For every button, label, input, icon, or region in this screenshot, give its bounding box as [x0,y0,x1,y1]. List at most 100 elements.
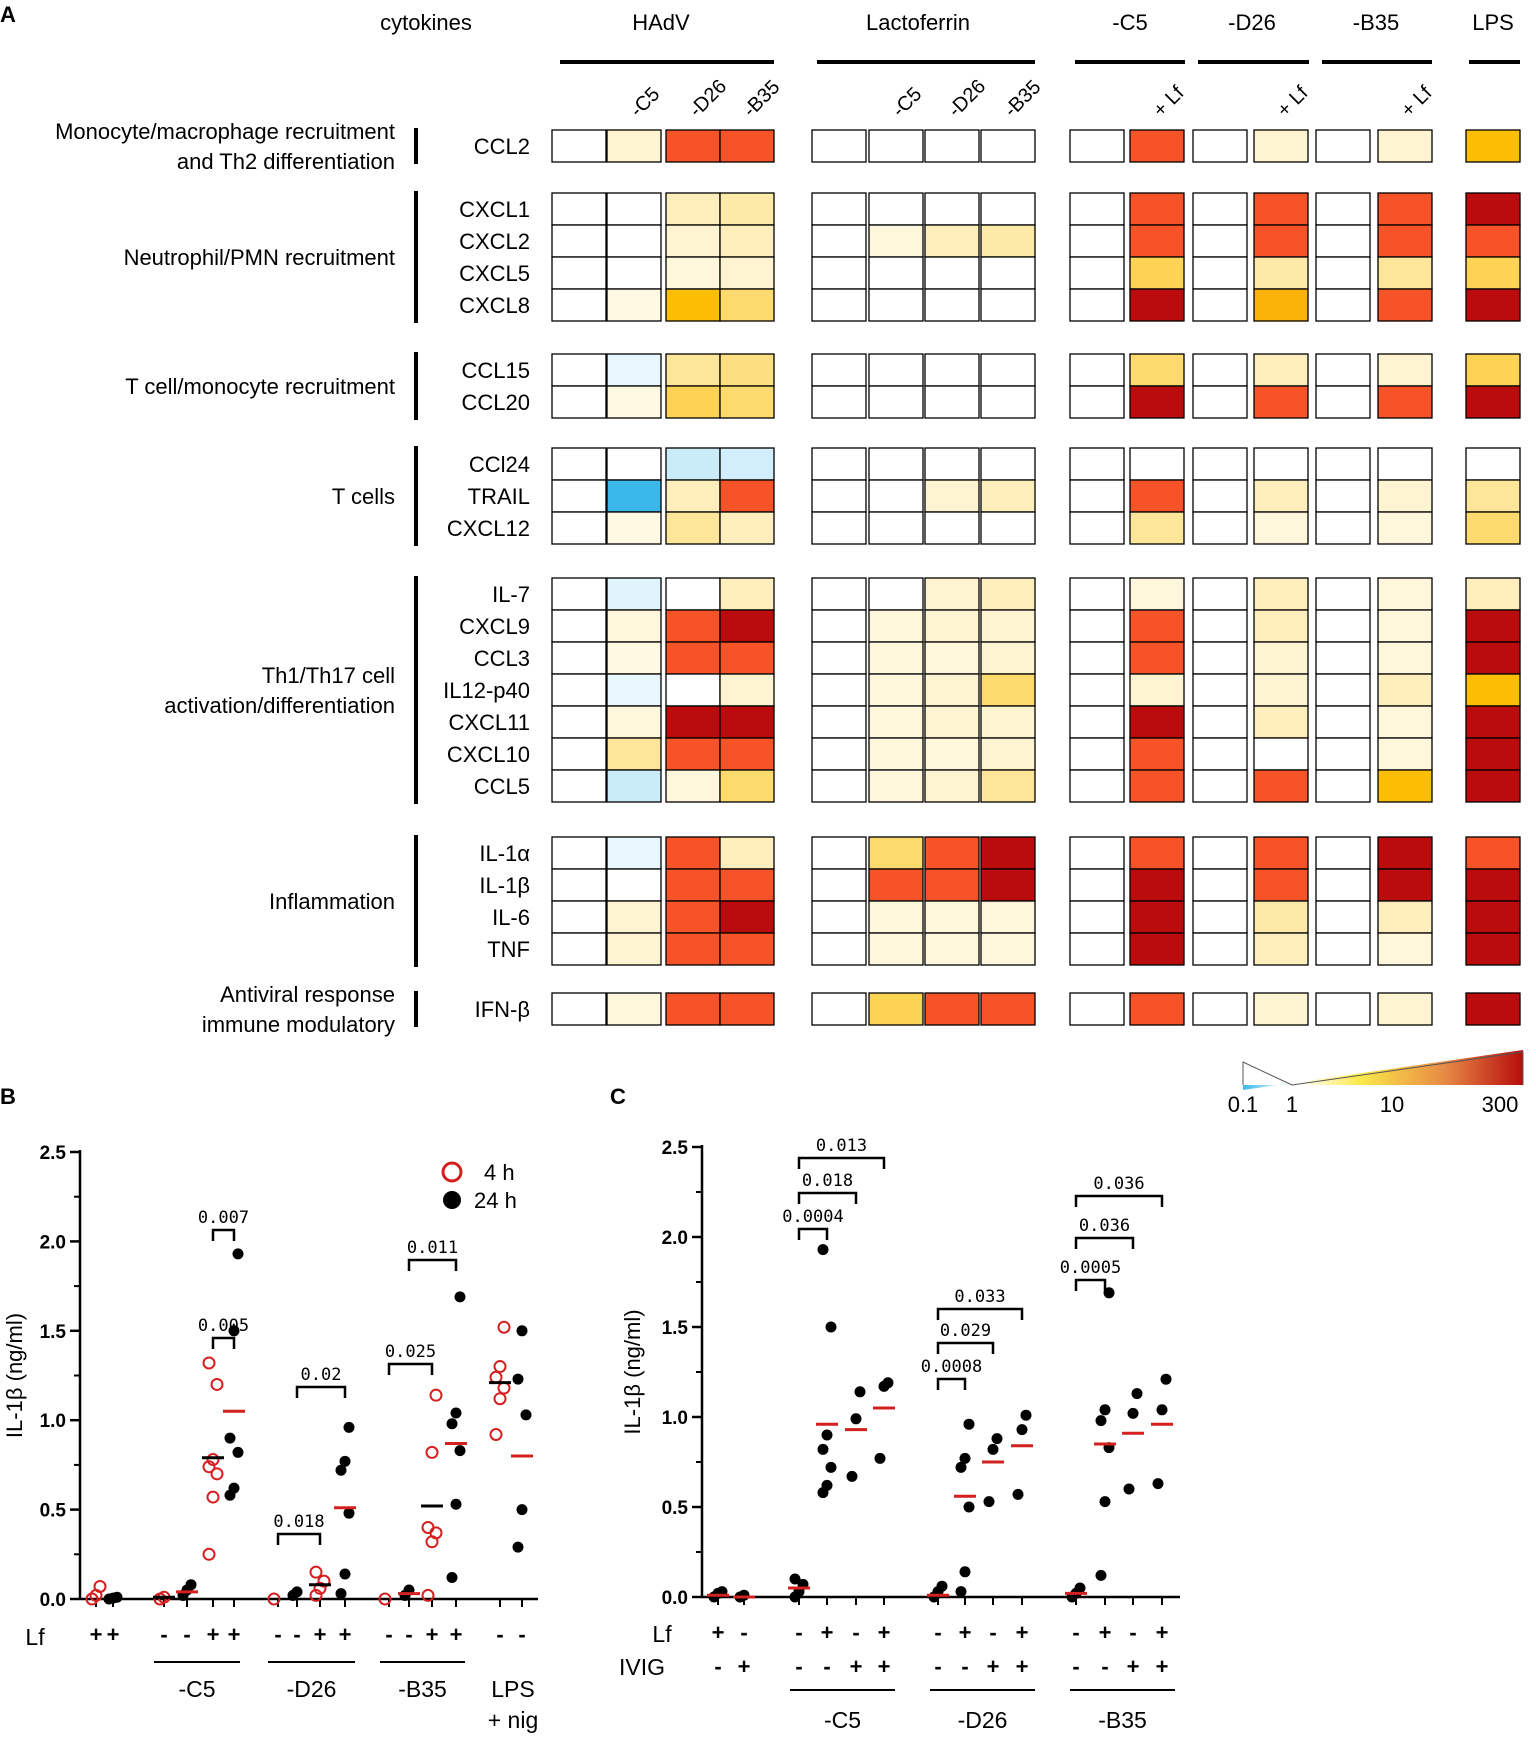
heatmap-cell [1377,737,1433,771]
heatmap-cell [719,385,775,419]
heatmap-cell [1069,288,1125,322]
heatmap-cell [1069,385,1125,419]
heatmap-cell [980,769,1036,803]
heatmap-cell [1129,224,1185,258]
heatmap-cell [1129,641,1185,675]
heatmap-cell [924,447,980,481]
heatmap-cell [665,511,721,545]
data-point [1099,1496,1111,1508]
heatmap-cell [811,705,867,739]
heatmap-cell [551,129,607,163]
heatmap-cell [1465,288,1521,322]
heatmap-cell [980,932,1036,966]
data-point [963,1418,975,1430]
column-subheader: -B35 [1000,76,1045,121]
heatmap-cell [868,577,924,611]
panel-b-scatter: B 0.0 0.5 1.0 1.5 2.0 2.5 IL-1β (ng/ml) 0.005 0.0… [0,1084,538,1733]
heatmap-cell [606,129,662,163]
heatmap-cell [1465,992,1521,1026]
data-point [1123,1483,1135,1495]
heatmap-cell [1377,609,1433,643]
heatmap-cell [1129,511,1185,545]
heatmap-cell [606,577,662,611]
data-point [817,1443,829,1455]
heatmap-cell [1129,705,1185,739]
lf-sign: + [90,1622,103,1647]
heatmap-cell [980,353,1036,387]
heatmap-cell [1315,256,1371,290]
group-label: + nig [488,1707,539,1733]
heatmap-cell [1465,224,1521,258]
heatmap-cell [1192,932,1248,966]
heatmap-cell [1192,479,1248,513]
heatmap-cell [719,129,775,163]
heatmap-cell [1377,900,1433,934]
heatmap-cell [1069,256,1125,290]
heatmap-cell [551,385,607,419]
heatmap-cell [1192,836,1248,870]
data-point [185,1579,197,1591]
lf-sign: - [183,1622,190,1647]
heatmap-cell [665,641,721,675]
group-header: -B35 [1353,10,1399,35]
data-point [817,1244,829,1256]
heatmap-cell [868,511,924,545]
heatmap-cell [980,836,1036,870]
heatmap-cell [868,673,924,707]
heatmap-cell [665,447,721,481]
heatmap-cell [1192,900,1248,934]
heatmap-cell [1377,641,1433,675]
heatmap-cell [1377,769,1433,803]
heatmap-cell [980,705,1036,739]
y-tick-label: 1.5 [662,1318,689,1339]
group-label: -B35 [398,1676,447,1702]
cytokine-row-label: TNF [487,937,530,962]
data-point [313,1581,327,1595]
heatmap-cell [868,868,924,902]
lf-sign: - [934,1620,941,1645]
cytokine-row-label: TRAIL [468,484,530,509]
heatmap-cell [606,705,662,739]
heatmap-cell [1129,836,1185,870]
ivig-sign: - [1072,1654,1079,1679]
heatmap-cell [551,641,607,675]
heatmap-cell [980,224,1036,258]
heatmap-cell [551,737,607,771]
heatmap-cell [1315,673,1371,707]
heatmap-cell [924,900,980,934]
p-value-label: 0.033 [954,1287,1005,1307]
data-point [224,1432,236,1444]
data-point [454,1291,466,1303]
lf-sign: - [518,1622,525,1647]
ivig-sign: + [987,1654,1000,1679]
heatmap-cell [1377,224,1433,258]
heatmap-cell [924,224,980,258]
heatmap-cell [1377,932,1433,966]
y-tick-label: 0.0 [40,1590,66,1611]
heatmap-cell [551,609,607,643]
data-point [959,1452,971,1464]
data-point [821,1429,833,1441]
heatmap-cell [1069,609,1125,643]
heatmap-cell [1253,868,1309,902]
p-value-label: 0.007 [198,1208,249,1228]
significance-bracket [1074,1236,1135,1249]
heatmap-cell [1069,992,1125,1026]
heatmap-cell [1192,129,1248,163]
heatmap-cell [665,288,721,322]
heatmap-cell [551,836,607,870]
lf-sign: + [426,1622,439,1647]
heatmap-cell [606,256,662,290]
heatmap-cell [606,673,662,707]
heatmap-cell [1069,836,1125,870]
lf-sign: + [339,1622,352,1647]
data-point [111,1591,123,1603]
heatmap-cell [1315,192,1371,226]
heatmap-cell [868,932,924,966]
ivig-sign: + [738,1654,751,1679]
heatmap-cell [1465,577,1521,611]
legend-marker-24h [443,1191,461,1209]
data-point [206,1490,220,1504]
heatmap-cell [551,256,607,290]
category-label: T cells [332,484,395,509]
